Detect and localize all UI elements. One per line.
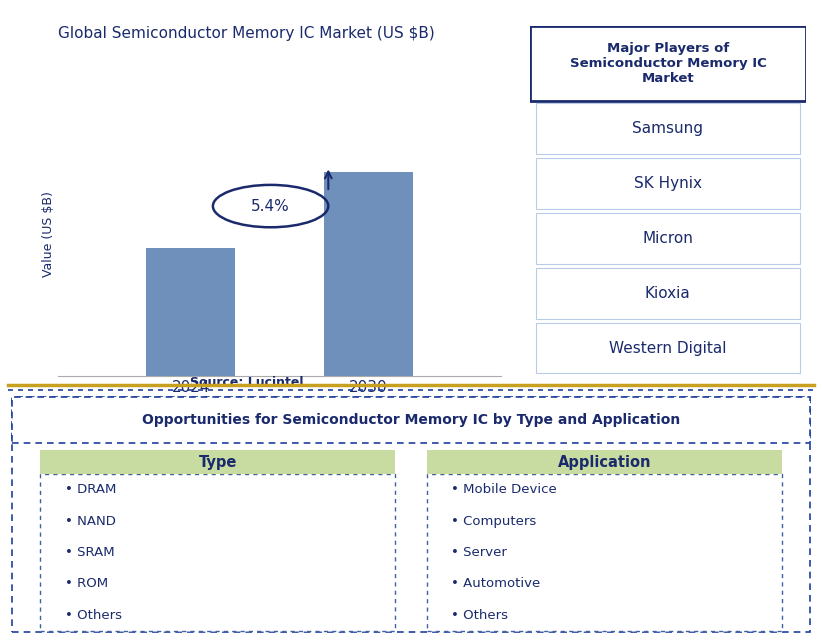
Text: Kioxia: Kioxia [645,286,690,300]
Text: Micron: Micron [643,230,693,246]
Text: Samsung: Samsung [632,121,704,136]
Text: Type: Type [198,455,237,470]
Text: • ROM: • ROM [65,577,108,590]
FancyBboxPatch shape [536,158,800,209]
Text: Application: Application [557,455,651,470]
Bar [324,172,413,376]
FancyBboxPatch shape [12,397,810,632]
Y-axis label: Value (US $B): Value (US $B) [42,191,55,277]
Text: • DRAM: • DRAM [65,483,116,496]
Text: • Mobile Device: • Mobile Device [451,483,557,496]
Text: • Automotive: • Automotive [451,577,541,590]
FancyBboxPatch shape [12,397,810,443]
Text: • Others: • Others [451,609,508,621]
Text: • Computers: • Computers [451,515,537,528]
FancyBboxPatch shape [530,26,806,101]
FancyBboxPatch shape [536,103,800,153]
Text: Source: Lucintel: Source: Lucintel [190,376,303,388]
Text: Major Players of
Semiconductor Memory IC
Market: Major Players of Semiconductor Memory IC… [570,42,766,85]
Text: Western Digital: Western Digital [609,341,727,356]
FancyBboxPatch shape [40,474,395,630]
Bar [146,248,235,376]
Text: • Server: • Server [451,546,507,559]
FancyBboxPatch shape [40,450,395,474]
FancyBboxPatch shape [536,213,800,264]
Text: • Others: • Others [65,609,122,621]
FancyBboxPatch shape [427,450,782,474]
FancyBboxPatch shape [536,323,800,374]
FancyBboxPatch shape [536,268,800,318]
Text: Global Semiconductor Memory IC Market (US $B): Global Semiconductor Memory IC Market (U… [58,26,435,40]
Text: • SRAM: • SRAM [65,546,114,559]
Text: 5.4%: 5.4% [252,198,290,214]
Text: Opportunities for Semiconductor Memory IC by Type and Application: Opportunities for Semiconductor Memory I… [142,413,680,427]
Text: SK Hynix: SK Hynix [634,176,702,191]
Text: • NAND: • NAND [65,515,115,528]
FancyBboxPatch shape [427,474,782,630]
